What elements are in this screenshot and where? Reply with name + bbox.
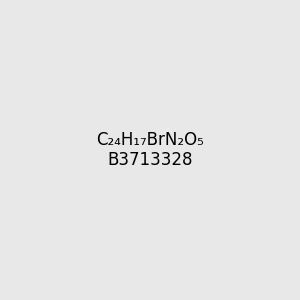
Text: C₂₄H₁₇BrN₂O₅
B3713328: C₂₄H₁₇BrN₂O₅ B3713328 <box>96 130 204 170</box>
